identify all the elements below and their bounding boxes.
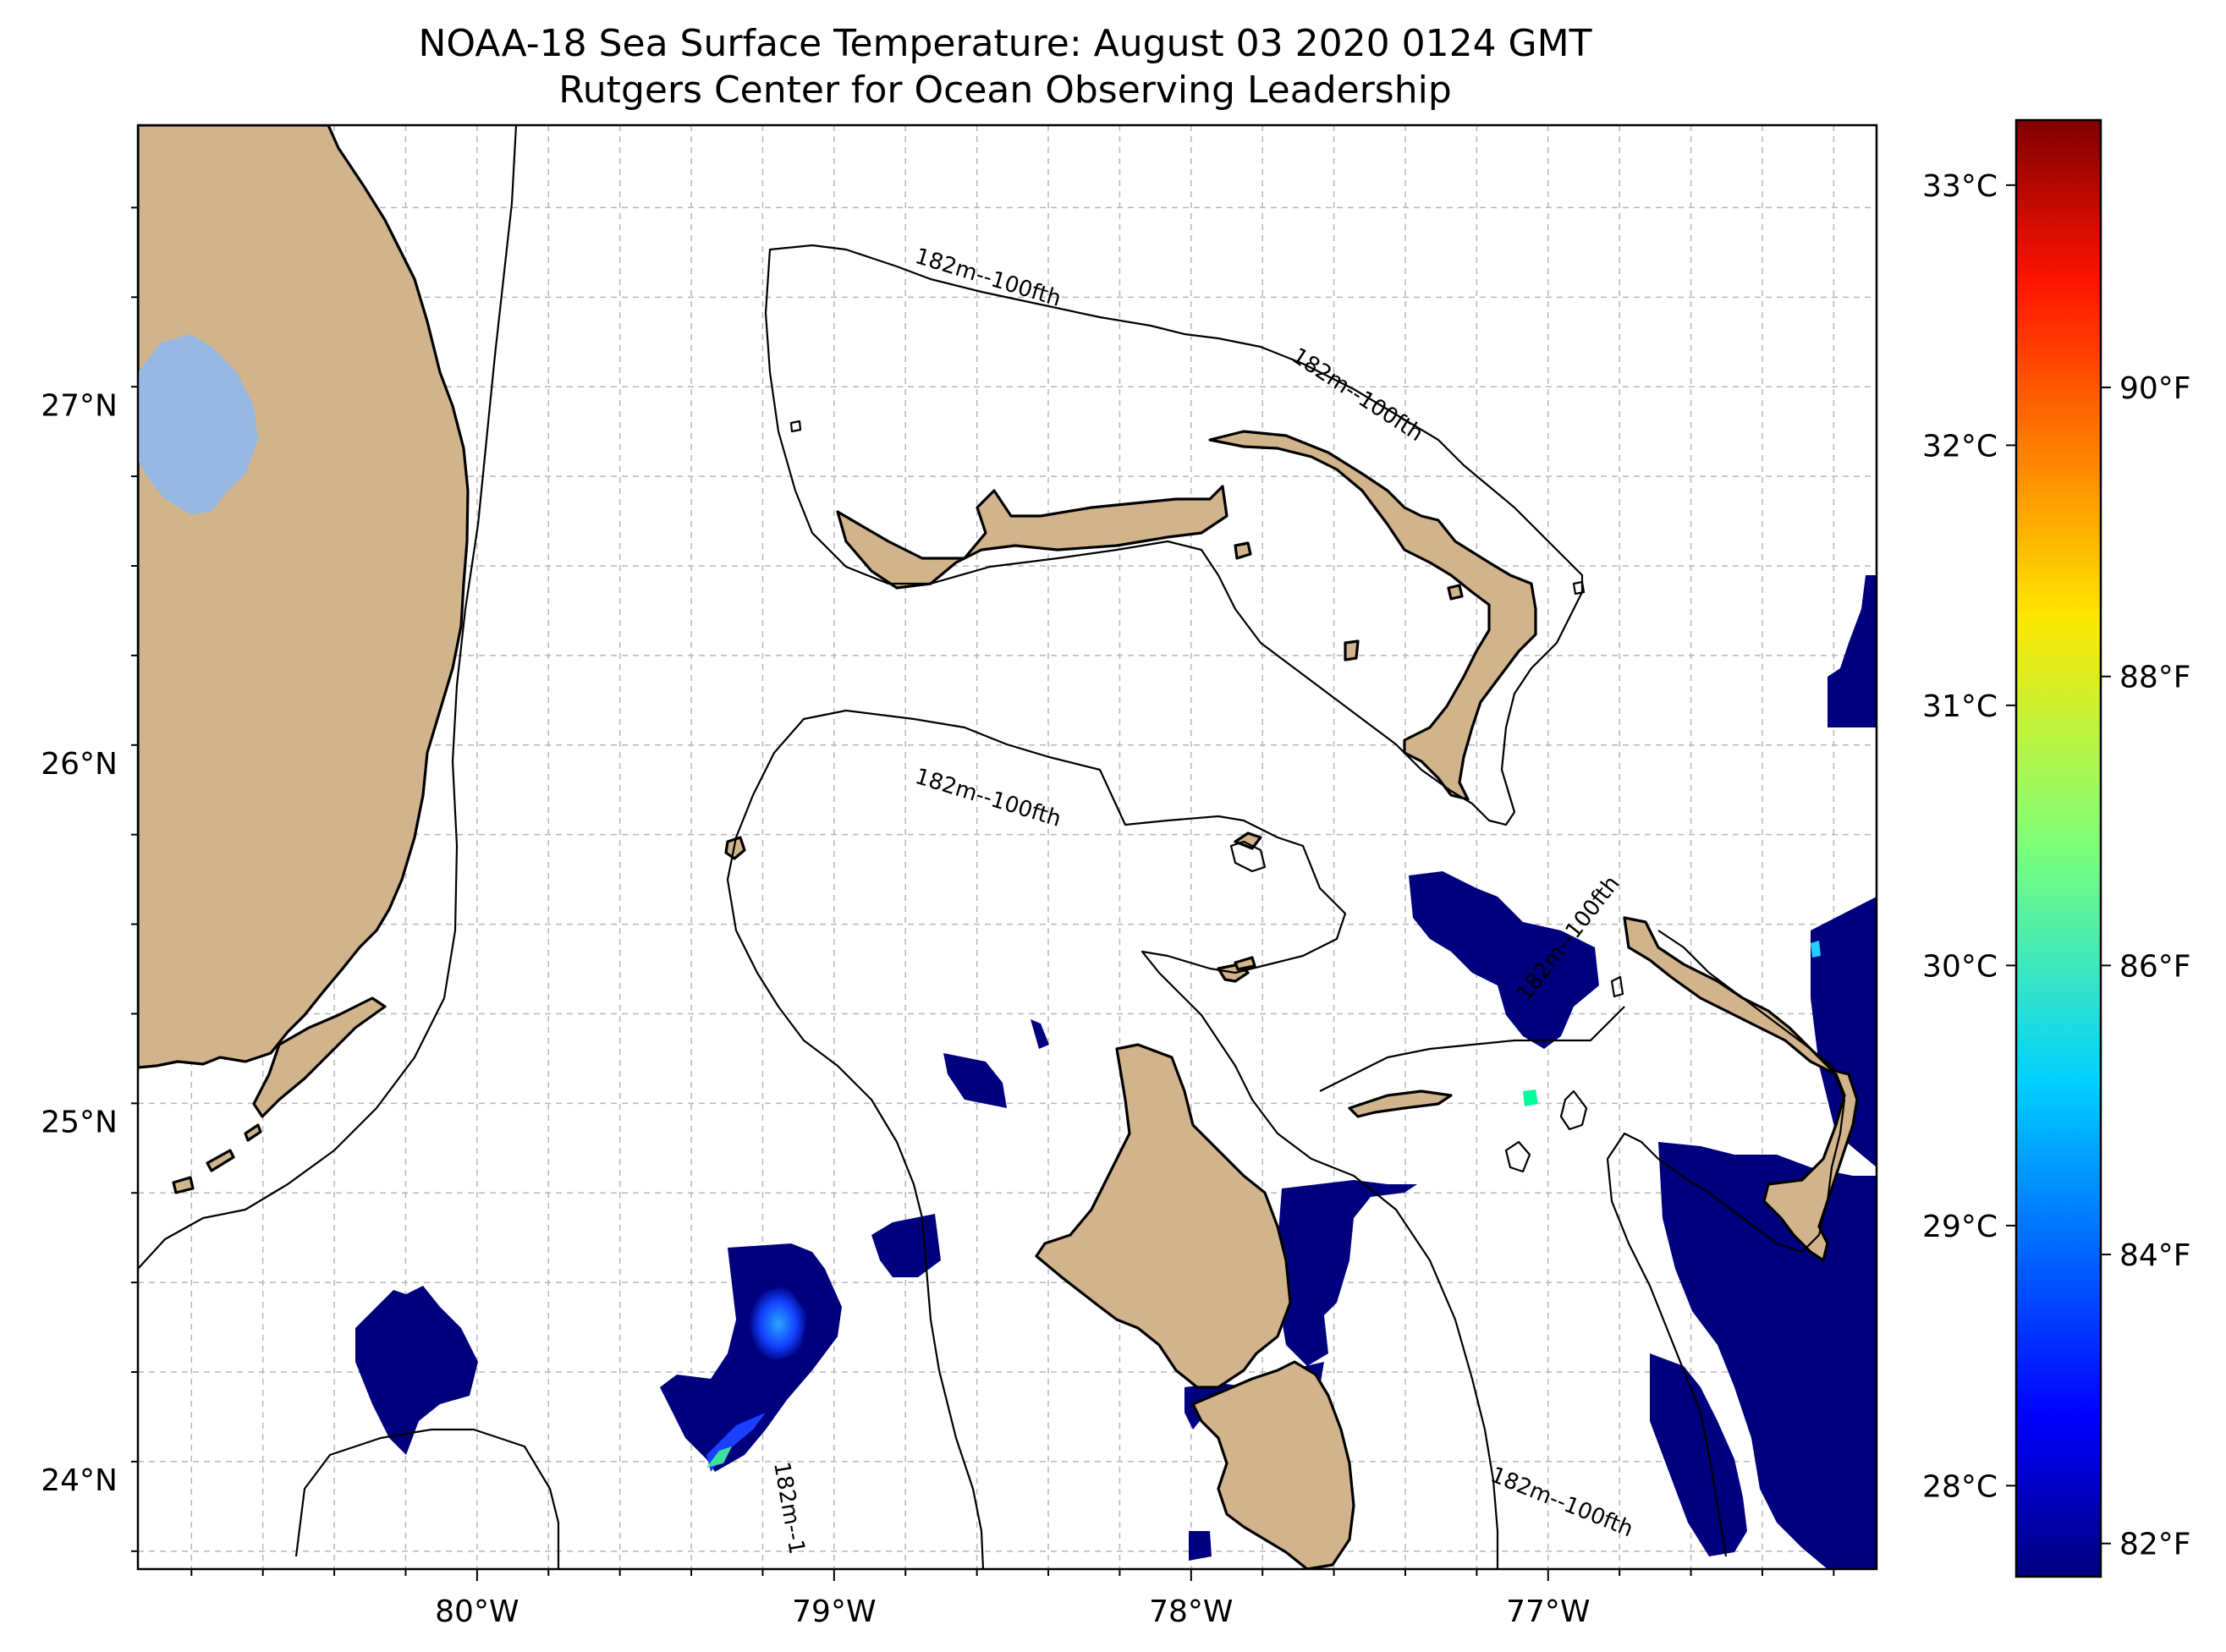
sst-patch-andros — [1278, 1180, 1417, 1366]
land-abaco-islet-2 — [1344, 639, 1360, 661]
isobath-islet-1 — [1504, 1140, 1531, 1173]
isobath-little-bahama-bank — [764, 244, 1584, 826]
land-exuma-2 — [1234, 956, 1256, 971]
colorbar-c-label: 32°C — [1922, 429, 1998, 464]
x-tick-label: 78°W — [1149, 1594, 1233, 1629]
sst-warm-spot — [749, 1286, 808, 1362]
sst-warm-spot-small-2 — [1811, 941, 1821, 958]
sst-patch-small — [943, 1053, 1007, 1108]
land-masses — [138, 125, 1859, 1569]
land-keys — [252, 996, 387, 1118]
sst-patch-east — [1650, 1353, 1747, 1556]
isobath-islet-5 — [789, 420, 802, 433]
land-grand-bahama-islet — [1234, 541, 1252, 560]
figure-subtitle: Rutgers Center for Ocean Observing Leade… — [558, 69, 1452, 112]
sst-patch-tiny — [1031, 1019, 1049, 1049]
isobath-contours — [138, 125, 1846, 1569]
figure-title: NOAA-18 Sea Surface Temperature: August … — [419, 22, 1592, 65]
colorbar-c-label: 28°C — [1922, 1469, 1998, 1504]
isobath-eleuthera — [1606, 930, 1846, 1557]
isobath-islet-4 — [1572, 580, 1586, 595]
sst-patch-edge-top — [1828, 575, 1877, 727]
colorbar-f-label: 82°F — [2119, 1528, 2191, 1562]
isobath-florida — [138, 125, 518, 1270]
sst-patch-bottom — [1189, 1531, 1212, 1561]
sst-warm-spot-small — [1523, 1089, 1538, 1106]
sst-patch-north-eleuthera — [1409, 871, 1599, 1049]
isobath-tongue — [1559, 1089, 1588, 1131]
colorbar-f-label: 90°F — [2119, 371, 2191, 406]
colorbar: 28°C 29°C 30°C 31°C 32°C 33°C 82°F 84°F 86°F 88°F… — [1922, 118, 2191, 1578]
colorbar-c-label: 31°C — [1922, 689, 1998, 724]
land-new-providence — [1348, 1089, 1453, 1118]
sst-warm-edge-green — [706, 1446, 732, 1468]
sst-patch-southwest — [355, 1286, 478, 1455]
isobath-great-bahama-bank-3 — [1319, 1006, 1625, 1092]
lake-okeechobee — [138, 334, 258, 514]
colorbar-f-label: 86°F — [2119, 949, 2191, 984]
land-keys-4 — [244, 1123, 262, 1142]
isobath-cay-sal — [294, 1428, 560, 1569]
land-abaco-islet — [1447, 584, 1464, 601]
map-frame — [136, 123, 1878, 1571]
land-grand-bahama — [836, 485, 1228, 590]
isobath-islet-3 — [1229, 840, 1267, 873]
colorbar-c-label: 29°C — [1922, 1210, 1998, 1244]
colorbar-c-label: 30°C — [1922, 949, 1998, 984]
colorbar-c-label: 33°C — [1922, 169, 1998, 204]
colorbar-gradient — [2014, 118, 2102, 1578]
y-tick-label: 25°N — [41, 1106, 118, 1140]
land-bimini — [724, 836, 746, 860]
land-exuma-1 — [1234, 831, 1262, 850]
isobath-islet-2 — [1610, 975, 1624, 998]
land-keys-2 — [172, 1176, 195, 1194]
sst-patch-edge-mid — [1811, 897, 1877, 1167]
y-tick-label: 26°N — [41, 747, 118, 782]
land-abaco — [1208, 430, 1537, 801]
colorbar-ticks: 28°C 29°C 30°C 31°C 32°C 33°C 82°F 84°F 86°F 88°F… — [1922, 169, 2190, 1562]
colorbar-f-label: 84°F — [2119, 1238, 2191, 1273]
land-andros — [1035, 1043, 1292, 1389]
y-tick-label: 27°N — [41, 388, 118, 423]
isobath-great-bahama-bank-2 — [913, 717, 1499, 1569]
land-eleuthera — [1623, 916, 1859, 1262]
isobath-great-bahama-bank — [726, 709, 985, 1569]
land-andros-south — [1191, 1360, 1355, 1569]
land-keys-3 — [206, 1149, 235, 1172]
axis-ticks: 80°W 79°W 78°W 77°W 24°N 25°N 26°N 27°N — [41, 206, 1835, 1629]
colorbar-f-label: 88°F — [2119, 661, 2191, 695]
map-panel: 182m--100fth 182m--100fth 182m--100fth 1… — [41, 123, 1878, 1629]
x-tick-label: 80°W — [435, 1594, 519, 1629]
y-tick-label: 24°N — [41, 1463, 118, 1498]
x-tick-label: 77°W — [1506, 1594, 1590, 1629]
x-tick-label: 79°W — [792, 1594, 876, 1629]
